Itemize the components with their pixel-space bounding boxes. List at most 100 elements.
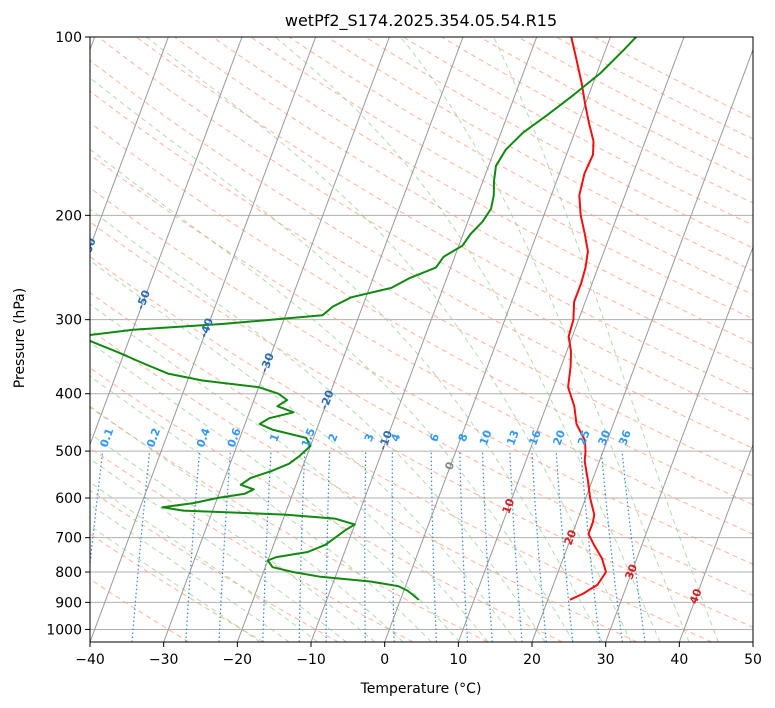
- dry-adiabat: [479, 37, 753, 182]
- x-tick-label: −10: [296, 652, 326, 668]
- x-tick-label: 50: [744, 652, 762, 668]
- mixing-ratio-line: [600, 451, 623, 642]
- mixing-ratio-label: 0.4: [194, 426, 213, 449]
- mixing-ratio-line: [391, 451, 395, 642]
- mixing-ratio-label: 25: [575, 428, 593, 447]
- moist-adiabat: [90, 303, 489, 642]
- mixing-ratio-line: [621, 451, 646, 642]
- dry-adiabat: [90, 59, 753, 449]
- dry-adiabat: [403, 37, 753, 226]
- mixing-ratio-label: 13: [504, 428, 522, 447]
- moist-adiabat: [90, 503, 290, 642]
- mixing-ratio-label: 30: [596, 428, 614, 447]
- mixing-ratio-label: 0.1: [97, 426, 116, 449]
- mixing-ratio-label: 1: [267, 432, 282, 444]
- dry-adiabat: [90, 406, 488, 642]
- y-tick-label: 400: [55, 387, 82, 403]
- moist-adiabat: [90, 77, 603, 642]
- mixing-ratio-line: [262, 451, 272, 642]
- moist-adiabat: [493, 37, 719, 642]
- curve-labels: -100-90-80-70-60-50-40-30-20-10010203040…: [80, 236, 705, 606]
- isotherm: [605, 245, 753, 642]
- moist-adiabat: [90, 405, 404, 642]
- moist-adiabat: [90, 341, 461, 642]
- mixing-ratio-line: [131, 451, 151, 642]
- dry-adiabat: [90, 187, 753, 565]
- mixing-ratio-line: [298, 451, 306, 642]
- dry-adiabat: [212, 37, 753, 345]
- plot-area: [90, 37, 753, 642]
- mixing-ratio-label: 20: [551, 428, 569, 447]
- moist-adiabat: [275, 37, 661, 642]
- mixing-ratio-label: 10: [477, 428, 495, 447]
- dry-adiabat: [90, 221, 753, 596]
- isotherm: [90, 37, 317, 642]
- dry-adiabat: [90, 533, 264, 642]
- dry-adiabat: [555, 37, 753, 140]
- x-tick-label: −30: [149, 652, 179, 668]
- isotherm: [384, 37, 611, 642]
- isotherm: [163, 37, 390, 642]
- moist-adiabat: [90, 208, 546, 642]
- dry-adiabat: [90, 292, 712, 642]
- dewpoint-profile: [90, 37, 637, 601]
- dry-adiabat-label: 30: [623, 562, 641, 581]
- mixing-ratio-line: [185, 451, 201, 642]
- x-tick-label: 30: [597, 652, 615, 668]
- dry-adiabat: [90, 121, 753, 506]
- y-axis-label: Pressure (hPa): [12, 288, 28, 388]
- y-tick-label: 300: [55, 313, 82, 329]
- mixing-ratio-label: 3: [362, 432, 377, 444]
- isotherm-label: -20: [318, 388, 337, 411]
- dry-adiabat: [90, 578, 190, 642]
- isotherm-label: -30: [258, 351, 277, 374]
- isotherm: [531, 48, 753, 642]
- moist-adiabat: [90, 375, 432, 642]
- isotherm: [90, 37, 243, 446]
- dry-adiabat: [90, 367, 563, 642]
- y-tick-label: 700: [55, 531, 82, 547]
- y-tick-label: 1000: [46, 622, 82, 638]
- dry-adiabat-label: 20: [562, 528, 580, 547]
- moist-adiabat: [90, 433, 376, 642]
- mixing-ratio-label: 0.6: [225, 426, 244, 449]
- y-tick-label: 600: [55, 491, 82, 507]
- dry-adiabat: [517, 37, 753, 161]
- plot-frame: [89, 36, 754, 643]
- moist-adiabat: [400, 37, 690, 642]
- x-axis: −40 −30 −20 −10 0 10 20 30 40 50: [75, 642, 762, 668]
- y-tick-label: 500: [55, 444, 82, 460]
- mixing-ratio-label: 16: [526, 428, 544, 447]
- moist-adiabat: [90, 458, 347, 642]
- mixing-ratio-line: [90, 451, 104, 570]
- mixing-ratio-label: 2: [326, 432, 341, 444]
- temperature-profile: [567, 37, 607, 601]
- moist-adiabat: [90, 259, 517, 642]
- dry-adiabat: [441, 37, 753, 204]
- dry-adiabat: [136, 37, 753, 396]
- mixing-ratio-label: 36: [616, 428, 634, 447]
- dry-adiabat-label: 10: [500, 497, 518, 516]
- dry-adiabat-label: 40: [687, 587, 705, 606]
- mixing-ratio-label: 0.2: [144, 426, 163, 449]
- moist-adiabat: [146, 37, 632, 642]
- isotherm: [90, 37, 169, 249]
- mixing-ratio-label: 6: [427, 432, 442, 444]
- moist-adiabat: [90, 525, 261, 642]
- mixing-ratio-label: 1.5: [299, 426, 318, 449]
- dry-adiabat: [594, 37, 753, 120]
- isotherm-label: -60: [80, 236, 99, 259]
- mixing-ratio-line: [481, 451, 493, 642]
- y-tick-label: 200: [55, 208, 82, 224]
- x-tick-label: −20: [223, 652, 253, 668]
- isotherm-label: -50: [134, 288, 153, 311]
- isotherm: [310, 37, 538, 642]
- isotherm: [457, 37, 685, 642]
- mixing-ratio-line: [580, 451, 601, 642]
- dry-adiabat: [250, 37, 753, 320]
- mixing-ratio-line: [364, 451, 367, 642]
- isotherm-label: 0: [442, 460, 457, 472]
- x-tick-label: 0: [380, 652, 389, 668]
- dry-adiabat: [90, 90, 753, 477]
